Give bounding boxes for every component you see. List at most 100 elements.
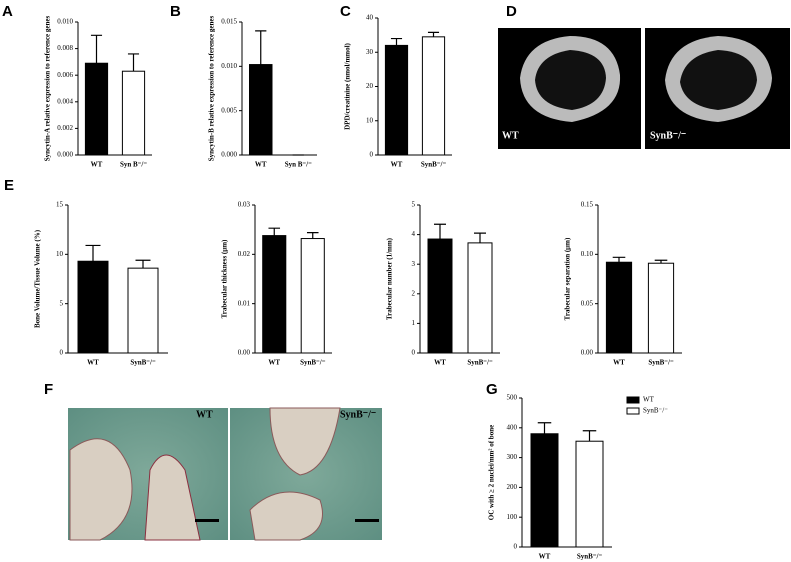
x-tick-label: SynB⁻/⁻ <box>577 553 603 561</box>
y-tick-label: 200 <box>507 483 518 491</box>
y-tick-label: 2 <box>412 289 416 297</box>
y-axis-label: OC with ≥ 2 nuclei/mm² of bone <box>488 425 496 520</box>
legend-label: WT <box>643 396 655 404</box>
error-bar <box>306 232 319 239</box>
bone <box>249 491 323 541</box>
panel-letter: F <box>44 381 53 398</box>
error-bar <box>654 259 668 264</box>
y-tick-label: 3 <box>412 260 416 268</box>
bar <box>575 440 604 548</box>
panel-letter: D <box>506 3 517 20</box>
error-bar <box>434 223 446 240</box>
x-tick-label: SynB⁻/⁻ <box>421 161 447 169</box>
panel-letter: B <box>170 3 181 20</box>
bar <box>121 70 146 156</box>
image-label: WT <box>196 409 213 420</box>
error-bar <box>427 31 440 37</box>
y-tick-label: 5 <box>60 299 64 307</box>
y-tick-label: 0.010 <box>57 18 73 26</box>
y-axis-label: Trabecular separation (μm) <box>564 237 572 320</box>
y-tick-label: 40 <box>366 14 374 22</box>
marrow <box>680 50 757 110</box>
image-label: SynB⁻/⁻ <box>650 130 686 141</box>
x-tick-label: WT <box>87 359 99 367</box>
y-axis-label: Syncytin-A relative expression to refere… <box>44 15 52 161</box>
bone <box>69 438 133 541</box>
image-label: WT <box>502 130 519 141</box>
x-tick-label: Syn B⁻/⁻ <box>120 161 147 169</box>
panel-letter: C <box>340 3 351 20</box>
bar <box>467 242 493 354</box>
x-tick-label: WT <box>268 359 280 367</box>
bar <box>84 62 109 156</box>
bone <box>269 407 341 476</box>
bar <box>647 262 675 354</box>
y-tick-label: 10 <box>56 250 64 258</box>
bar <box>127 267 159 354</box>
y-tick-label: 0.02 <box>238 250 251 258</box>
y-tick-label: 0.010 <box>221 62 237 70</box>
bar <box>605 261 633 354</box>
error-bar <box>612 256 626 263</box>
panel-letter: A <box>2 3 13 20</box>
y-tick-label: 300 <box>507 453 518 461</box>
histology-images: WT SynB⁻/⁻ <box>68 407 382 541</box>
x-tick-label: WT <box>539 553 551 561</box>
bar <box>249 64 273 156</box>
error-bar <box>135 259 151 269</box>
error-bar <box>255 30 267 65</box>
y-tick-label: 0 <box>412 349 416 357</box>
y-axis-label: Bone Volume/Tissue Volume (%) <box>34 229 42 328</box>
legend-swatch <box>626 407 640 415</box>
y-tick-label: 0.000 <box>221 151 237 159</box>
y-tick-label: 0.00 <box>581 349 594 357</box>
error-bar <box>474 232 486 243</box>
y-axis-label: Trabecular number (1/mm) <box>386 237 394 320</box>
y-tick-label: 0.008 <box>57 44 73 52</box>
legend-label: SynB⁻/⁻ <box>643 407 668 415</box>
panel-letter: E <box>4 177 14 194</box>
x-tick-label: WT <box>434 359 446 367</box>
error-bar <box>582 430 597 442</box>
y-tick-label: 0.004 <box>57 97 73 105</box>
x-tick-label: SynB⁻/⁻ <box>467 359 493 367</box>
legend-swatch <box>626 396 640 404</box>
y-tick-label: 4 <box>412 230 416 238</box>
x-tick-label: WT <box>613 359 625 367</box>
error-bar <box>390 37 403 46</box>
y-tick-label: 10 <box>366 116 374 124</box>
y-tick-label: 0.015 <box>221 18 237 26</box>
y-tick-label: 0.00 <box>238 349 251 357</box>
y-tick-label: 400 <box>507 423 518 431</box>
y-axis-label: DPD/creatinine (nmol/mmol) <box>344 42 352 129</box>
x-tick-label: WT <box>255 161 267 169</box>
error-bar <box>90 34 103 64</box>
y-tick-label: 0.01 <box>238 299 251 307</box>
x-tick-label: SynB⁻/⁻ <box>130 359 156 367</box>
x-tick-label: WT <box>91 161 103 169</box>
y-tick-label: 0 <box>514 543 518 551</box>
bar <box>530 433 559 548</box>
bar <box>421 36 446 156</box>
x-tick-label: SynB⁻/⁻ <box>300 359 326 367</box>
y-tick-label: 0 <box>370 151 374 159</box>
bar <box>77 260 109 354</box>
y-tick-label: 20 <box>366 82 374 90</box>
y-tick-label: 0.006 <box>57 71 73 79</box>
y-tick-label: 0.10 <box>581 250 594 258</box>
panel-letter: G <box>486 381 498 398</box>
y-axis-label: Trabecular thickness (μm) <box>221 239 229 318</box>
error-bar <box>537 422 552 434</box>
y-tick-label: 0.005 <box>221 106 237 114</box>
y-tick-label: 500 <box>507 394 518 402</box>
scale-bar <box>195 519 219 522</box>
y-tick-label: 0.05 <box>581 299 594 307</box>
y-tick-label: 0.000 <box>57 151 73 159</box>
bar <box>300 238 325 354</box>
marrow <box>535 50 606 110</box>
y-axis-label: Syncytin-B relative expression to refere… <box>208 15 216 161</box>
bar <box>384 44 409 156</box>
bone <box>144 454 201 541</box>
y-tick-label: 0.15 <box>581 201 594 209</box>
